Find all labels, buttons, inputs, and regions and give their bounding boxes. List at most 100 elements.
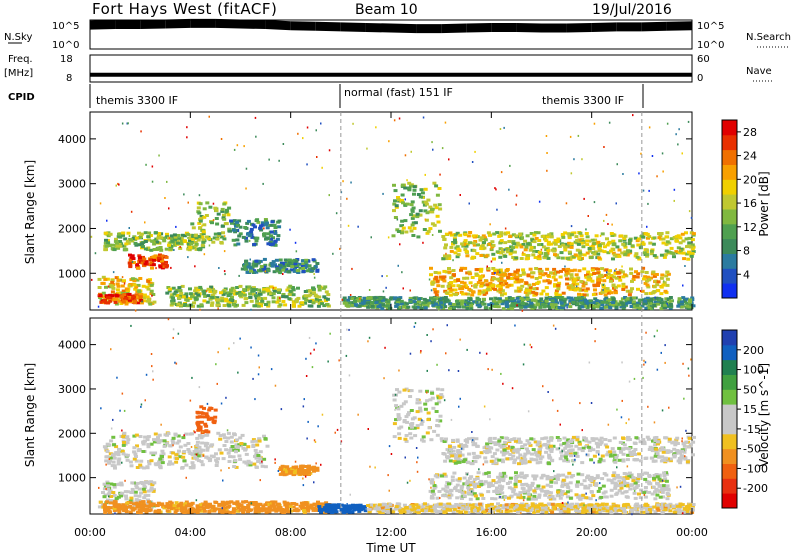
range-cell [646, 236, 650, 240]
range-cell [134, 236, 139, 240]
range-cell [222, 436, 227, 440]
range-cell [550, 299, 555, 303]
range-cell [643, 275, 648, 279]
range-cell [612, 436, 617, 440]
range-cell [496, 305, 501, 309]
range-cell [453, 279, 458, 283]
range-cell [409, 436, 414, 440]
range-cell [278, 507, 283, 511]
range-cell [347, 301, 352, 305]
sparse-echo [666, 122, 669, 125]
range-cell [380, 307, 385, 311]
range-cell [407, 181, 412, 185]
range-cell [294, 465, 299, 469]
range-cell [135, 481, 140, 485]
range-cell [520, 445, 525, 448]
range-cell [531, 290, 536, 294]
range-cell [97, 505, 102, 509]
range-cell [598, 457, 603, 461]
range-cell [468, 298, 473, 302]
sparse-echo [255, 135, 257, 138]
range-cell [184, 504, 189, 508]
range-cell [232, 219, 237, 223]
range-cell [429, 266, 433, 270]
range-cell [199, 415, 204, 419]
range-cell [323, 506, 328, 510]
range-cell [519, 278, 524, 282]
range-cell [448, 302, 453, 306]
range-cell [287, 297, 292, 301]
range-cell [396, 230, 401, 233]
sparse-echo [651, 155, 654, 157]
range-cell [139, 299, 144, 302]
range-cell [631, 302, 636, 306]
range-cell [141, 284, 146, 288]
range-cell [228, 298, 233, 302]
range-cell [568, 305, 573, 309]
range-cell [625, 253, 630, 257]
range-cell [208, 290, 213, 294]
range-cell [258, 450, 263, 454]
range-cell [691, 245, 696, 249]
range-cell [415, 212, 420, 216]
range-cell [231, 455, 236, 459]
range-cell [184, 296, 189, 300]
sparse-echo [424, 218, 427, 221]
range-cell [535, 250, 540, 253]
range-cell [404, 387, 409, 391]
range-cell [246, 265, 251, 269]
range-cell [499, 273, 504, 277]
range-cell [210, 293, 215, 297]
range-cell [358, 503, 363, 507]
range-cell [579, 280, 584, 283]
range-cell [369, 296, 374, 300]
range-cell [233, 230, 238, 234]
range-cell [430, 208, 434, 211]
sparse-echo [155, 267, 157, 270]
sparse-echo [648, 301, 651, 304]
range-cell [262, 232, 266, 236]
range-cell [102, 299, 107, 303]
range-cell [241, 235, 246, 239]
range-cell [557, 306, 562, 310]
range-cell [453, 251, 458, 255]
range-cell [253, 304, 258, 308]
range-cell [246, 459, 251, 463]
range-cell [566, 438, 570, 442]
range-cell [688, 298, 693, 302]
range-cell [561, 448, 566, 452]
range-cell [124, 494, 128, 498]
range-cell [128, 253, 132, 257]
sparse-echo [566, 306, 568, 309]
sparse-echo [474, 150, 476, 153]
sparse-echo [538, 200, 541, 203]
range-cell [197, 415, 202, 419]
range-cell [175, 239, 180, 243]
range-cell [204, 214, 209, 217]
range-cell [567, 250, 572, 254]
range-cell [466, 234, 471, 238]
range-cell [319, 510, 323, 514]
range-cell [684, 252, 689, 256]
range-cell [260, 464, 265, 468]
range-cell [232, 507, 236, 511]
range-cell [482, 302, 487, 306]
range-cell [467, 287, 472, 291]
range-cell [206, 417, 211, 421]
range-cell [158, 439, 163, 443]
range-cell [243, 448, 248, 452]
range-cell [501, 460, 505, 464]
range-cell [453, 241, 458, 245]
range-cell [106, 492, 111, 496]
range-cell [603, 287, 608, 290]
range-cell [366, 296, 370, 300]
range-cell [530, 452, 534, 456]
range-cell [578, 253, 583, 257]
range-cell [433, 203, 438, 207]
range-cell [272, 286, 277, 290]
range-cell [606, 251, 611, 255]
noise-band-segment [315, 21, 341, 32]
sparse-echo [208, 115, 210, 118]
range-cell [421, 301, 426, 305]
range-cell [252, 262, 257, 266]
